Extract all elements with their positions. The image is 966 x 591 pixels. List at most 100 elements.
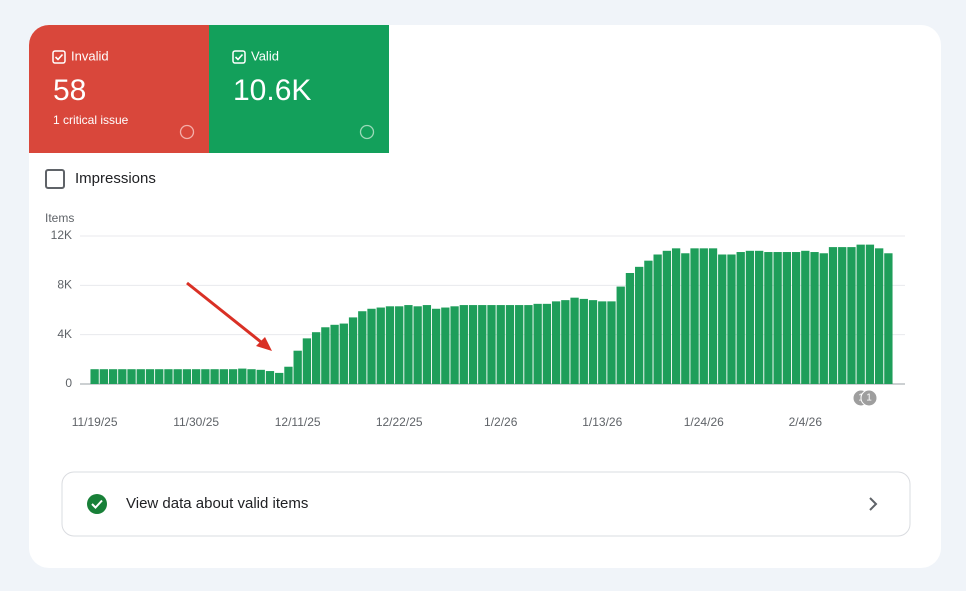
check [54, 53, 64, 61]
valid-tile[interactable] [209, 25, 389, 153]
bar [773, 252, 782, 384]
bar [671, 248, 681, 384]
check-circle [87, 494, 107, 514]
bar [173, 369, 182, 384]
help-icon[interactable] [359, 124, 375, 140]
x-tick-label: 12/22/25 [376, 415, 423, 429]
annotation-label[interactable]: 1 [866, 393, 872, 404]
bar [293, 350, 302, 384]
link-label[interactable]: View data about valid items [126, 495, 308, 512]
arrow-head [256, 337, 272, 351]
bar [625, 273, 635, 384]
bar [690, 248, 699, 384]
bar [413, 306, 422, 384]
bar [450, 306, 459, 384]
bar [699, 248, 708, 384]
bar [727, 254, 736, 384]
bar [755, 250, 764, 384]
link-card[interactable] [61, 471, 911, 537]
y-axis-label: Items [45, 211, 74, 225]
bar [542, 303, 552, 384]
annotation-marker [860, 389, 878, 407]
bar [653, 254, 662, 384]
impressions-checkbox[interactable] [45, 169, 65, 189]
bar [551, 301, 561, 384]
bar [875, 248, 884, 384]
chevron [869, 497, 878, 511]
bar [191, 369, 201, 384]
bar [515, 305, 524, 384]
bar [339, 323, 348, 384]
bar [404, 305, 413, 384]
bar [819, 253, 828, 384]
bar [570, 297, 579, 384]
check [234, 53, 244, 61]
bar [865, 244, 875, 384]
bar [90, 369, 99, 384]
bar [210, 369, 219, 384]
bar [321, 327, 330, 384]
check [91, 499, 103, 509]
bar [330, 324, 339, 384]
x-tick-label: 2/4/26 [789, 415, 823, 429]
bar [228, 369, 238, 384]
invalid-tile[interactable] [29, 25, 209, 153]
bar [681, 253, 690, 384]
bar [145, 369, 155, 384]
bar [118, 369, 127, 384]
bar [256, 369, 265, 384]
bar [764, 252, 773, 384]
bar [708, 248, 718, 384]
bar [201, 369, 210, 384]
bar [801, 250, 810, 384]
x-tick-label: 11/19/25 [72, 415, 118, 429]
bar [136, 369, 145, 384]
bar [635, 266, 644, 384]
bar [155, 369, 164, 384]
bar [182, 369, 192, 384]
bar [644, 260, 653, 384]
bar [358, 311, 367, 384]
y-tick-label: 0 [65, 376, 72, 390]
bar [468, 305, 478, 384]
bar [164, 369, 173, 384]
bar [478, 305, 487, 384]
bar [588, 300, 598, 384]
bar [505, 305, 515, 384]
bar [459, 305, 468, 384]
bar [598, 301, 607, 384]
bar [533, 303, 542, 384]
tile-label: Valid [251, 48, 279, 63]
x-tick-label: 1/2/26 [484, 415, 518, 429]
bar [431, 308, 441, 384]
bar [99, 369, 108, 384]
bar [745, 250, 755, 384]
impressions-label[interactable]: Impressions [75, 170, 156, 187]
bar [616, 286, 625, 384]
help-icon[interactable] [179, 124, 195, 140]
bar [561, 300, 570, 384]
bar [302, 338, 312, 384]
bar [311, 332, 321, 384]
tile-label: Invalid [71, 48, 109, 63]
bar [385, 306, 395, 384]
bar [828, 247, 838, 384]
tile-subtext: 1 critical issue [53, 113, 129, 127]
bar [348, 317, 358, 384]
card [29, 25, 941, 568]
bar [884, 253, 893, 384]
bar [847, 247, 856, 384]
bar [579, 298, 588, 384]
bar [524, 305, 533, 384]
bar [736, 252, 745, 384]
checkbox [52, 50, 66, 64]
checkbox [232, 50, 246, 64]
bar [284, 366, 293, 384]
tile-value: 58 [53, 74, 86, 107]
x-tick-label: 11/30/25 [173, 415, 219, 429]
y-tick-label: 12K [51, 228, 72, 242]
x-tick-label: 12/11/25 [275, 415, 321, 429]
bar [607, 301, 616, 384]
bar [395, 306, 404, 384]
